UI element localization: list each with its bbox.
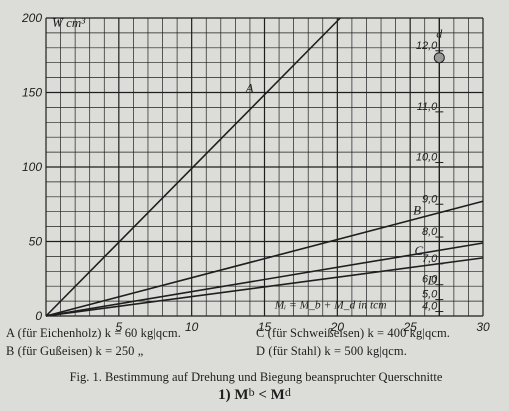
tick-labels: 12,0 11,0 10,0 9,0 8,0 7,0 6,0 5,04,0 d A B CD 0 50 10… (21, 11, 490, 334)
d-axis-label: d (436, 26, 443, 40)
series-line-c (45, 242, 484, 317)
y-tick-label: 150 (22, 86, 42, 100)
formula-left: M (234, 387, 249, 403)
series-label-b: B (413, 203, 421, 218)
formula-annotation: Mᵢ = M_b + M_d in tcm (274, 300, 387, 312)
d-tick-label: 5,0 (422, 289, 438, 301)
series-label-c: C (415, 243, 424, 258)
d-tick-label: 6,0 (422, 274, 438, 286)
legend-c: C (für Schweißeisen) k = 400 kg|qcm. (256, 326, 451, 340)
x-tick-label: 30 (476, 320, 490, 334)
formula-right-sub: d (284, 385, 291, 399)
d-tick-label: 9,0 (422, 193, 438, 205)
series-line-d (45, 257, 484, 317)
x-tick-label: 10 (185, 320, 199, 334)
formula-right: M (270, 387, 285, 403)
y-tick-label: 50 (29, 235, 43, 249)
series-line-a (45, 17, 341, 317)
d-tick-label: 8,0 (422, 226, 438, 238)
grid (45, 17, 484, 317)
formula-op: < (258, 387, 267, 403)
x-tick-label: 25 (402, 320, 417, 334)
x-tick-label: 15 (258, 320, 272, 334)
y-tick-label: 200 (21, 11, 42, 25)
d-tick-label: 10,0 (416, 152, 438, 164)
formula-prefix: 1) (218, 387, 231, 403)
formula-left-sub: b (248, 385, 255, 399)
legend-b: B (für Gußeisen) k = 250 „ (6, 344, 144, 358)
d-tick-label: 4,0 (422, 301, 438, 313)
x-tick-label: 20 (330, 320, 345, 334)
d-tick-label: 11,0 (417, 101, 438, 113)
cross-section-icon (433, 52, 445, 64)
series-lines (45, 17, 484, 317)
legend-d: D (für Stahl) k = 500 kg|qcm. (256, 344, 407, 358)
y-tick-label: 100 (22, 160, 42, 174)
formula: 1) Mb < Md (0, 385, 509, 404)
d-tick-label: 7,0 (422, 253, 438, 265)
y-tick-label: 0 (35, 309, 42, 323)
series-label-a: A (245, 81, 254, 96)
figure-caption: Fig. 1. Bestimmung auf Drehung und Biegu… (69, 370, 443, 384)
series-label-d: D (427, 273, 438, 288)
series-line-b (45, 200, 484, 317)
y-axis-label: W cm³ (52, 15, 86, 30)
d-tick-label: 12,0 (416, 40, 438, 52)
legend-a: A (für Eichenholz) k = 60 kg|qcm. (6, 326, 181, 340)
x-tick-label: 5 (115, 320, 122, 334)
